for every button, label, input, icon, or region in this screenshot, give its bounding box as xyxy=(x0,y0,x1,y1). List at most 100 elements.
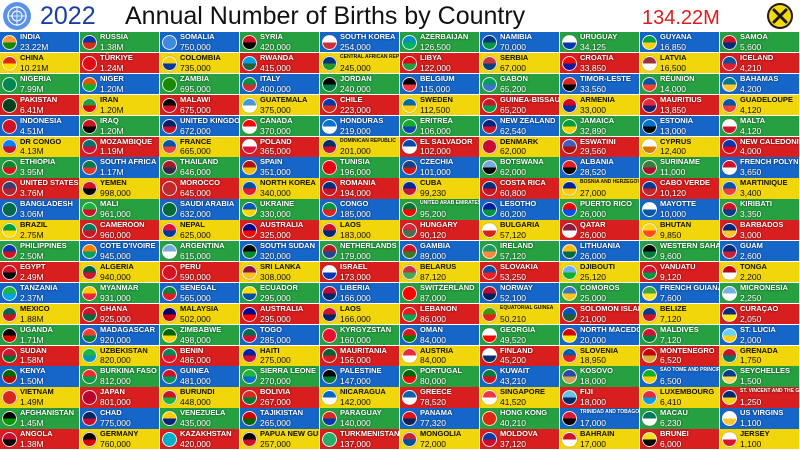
birth-count: 615,000 xyxy=(180,250,211,261)
country-name: YEMEN xyxy=(100,178,127,188)
country-name: GUAM xyxy=(740,241,763,250)
flag-icon xyxy=(402,390,417,406)
birth-count: 295,000 xyxy=(260,313,291,324)
birth-count: 254,000 xyxy=(340,41,371,52)
country-cell: ALBANIA 28,520 xyxy=(560,157,639,178)
country-name: INDIA xyxy=(20,32,41,41)
flag-icon xyxy=(322,348,337,364)
flag-icon xyxy=(322,264,337,280)
country-name: SRI LANKA xyxy=(260,261,301,271)
country-name: CHINA xyxy=(20,52,44,62)
birth-count: 194,000 xyxy=(340,188,371,199)
flag-icon xyxy=(322,285,337,301)
birth-count: 931,000 xyxy=(100,292,131,303)
flag-icon xyxy=(482,369,497,385)
country-cell: KIRIBATI 3,350 xyxy=(720,199,799,220)
country-name: GUYANA xyxy=(660,32,692,41)
birth-count: 1.24M xyxy=(100,62,124,73)
country-cell: CABO VERDE 10,120 xyxy=(640,178,719,199)
flag-icon xyxy=(162,348,177,364)
birth-count: 320,000 xyxy=(260,250,291,261)
flag-icon xyxy=(402,285,417,301)
country-name: ERITREA xyxy=(420,115,453,125)
flag-icon xyxy=(642,34,657,50)
flag-icon xyxy=(242,202,257,218)
birth-count: 65,200 xyxy=(500,104,526,115)
birth-count: 1,100 xyxy=(740,418,762,429)
flag-icon xyxy=(82,432,97,448)
country-cell: MALAWI 675,000 xyxy=(160,94,239,116)
flag-icon xyxy=(482,432,497,448)
country-name: TUNISIA xyxy=(340,157,370,167)
flag-icon xyxy=(322,223,337,239)
flag-icon xyxy=(482,264,497,280)
birth-count: 285,000 xyxy=(260,334,291,345)
flag-icon xyxy=(642,348,657,364)
birth-count: 7,120 xyxy=(660,334,682,345)
flag-icon xyxy=(642,285,657,301)
flag-icon xyxy=(642,55,657,71)
flag-icon xyxy=(562,369,577,385)
flag-icon xyxy=(402,118,417,134)
flag-icon xyxy=(2,181,17,197)
country-name: SENEGAL xyxy=(180,282,217,292)
country-name: THAILAND xyxy=(180,157,219,167)
birth-count: 20,000 xyxy=(580,334,606,345)
country-cell: IRAN 1.20M xyxy=(80,94,159,116)
country-name: CUBA xyxy=(420,178,442,188)
flag-icon xyxy=(2,306,17,322)
country-name: AUSTRIA xyxy=(420,345,454,355)
country-cell: CHINA 10.21M xyxy=(0,52,79,74)
flag-icon xyxy=(402,243,417,259)
country-name: LIBERIA xyxy=(340,282,370,292)
birth-count: 52,100 xyxy=(500,292,526,303)
flag-icon xyxy=(722,432,737,448)
birth-count: 62,000 xyxy=(500,167,526,178)
country-cell: NICARAGUA 142,000 xyxy=(320,387,399,408)
birth-count: 60,200 xyxy=(500,209,526,220)
birth-count: 99,230 xyxy=(420,188,446,199)
country-name: TURKMENISTAN xyxy=(340,429,399,439)
country-cell: NAMIBIA 70,000 xyxy=(480,32,559,53)
birth-count: 70,000 xyxy=(500,41,526,52)
flag-icon xyxy=(162,432,177,448)
flag-icon xyxy=(82,306,97,322)
birth-count: 1.20M xyxy=(100,125,124,136)
birth-count: 420,000 xyxy=(180,439,211,450)
country-name: OMAN xyxy=(420,324,443,334)
flag-icon xyxy=(722,97,737,113)
birth-count: 4.51M xyxy=(20,125,44,136)
flag-icon xyxy=(82,55,97,71)
flag-icon xyxy=(562,243,577,259)
flag-icon xyxy=(162,369,177,385)
country-name: MAURITANIA xyxy=(340,345,387,355)
flag-icon xyxy=(482,223,497,239)
birth-count: 370,000 xyxy=(260,125,291,136)
country-name: IRELAND xyxy=(500,241,534,250)
country-cell: CONGO 185,000 xyxy=(320,199,399,220)
flag-icon xyxy=(722,139,737,155)
country-name: RWANDA xyxy=(260,52,294,62)
birth-count: 245,000 xyxy=(340,62,371,73)
flag-icon xyxy=(2,348,17,364)
country-name: HUNGARY xyxy=(420,220,458,230)
country-name: JORDAN xyxy=(340,73,372,83)
flag-icon xyxy=(242,348,257,364)
birth-count: 67,000 xyxy=(500,62,526,73)
flag-icon xyxy=(2,97,17,113)
flag-icon xyxy=(482,181,497,197)
country-cell: DR CONGO 4.13M xyxy=(0,136,79,157)
flag-icon xyxy=(242,76,257,92)
flag-icon xyxy=(322,97,337,113)
birth-count: 645,000 xyxy=(180,188,211,199)
flag-icon xyxy=(322,181,337,197)
birth-count: 183,000 xyxy=(340,230,371,241)
country-cell: SWEDEN 112,500 xyxy=(400,94,479,116)
country-cell: ALGERIA 940,000 xyxy=(80,261,159,283)
country-name: TÜRKIYE xyxy=(100,52,133,62)
birth-count: 340,000 xyxy=(260,188,291,199)
country-cell: PAKISTAN 6.41M xyxy=(0,94,79,116)
country-cell: ERITREA 106,000 xyxy=(400,115,479,136)
country-name: JERSEY xyxy=(740,429,770,439)
birth-count: 3.06M xyxy=(20,209,44,220)
